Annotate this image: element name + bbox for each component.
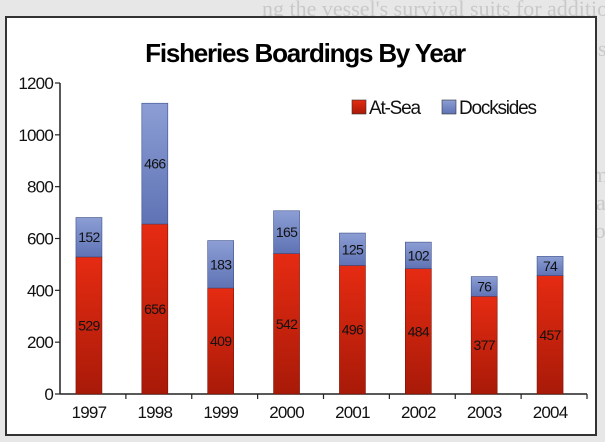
y-tick-label: 1200 (18, 74, 53, 93)
bar-at-sea-2000 (273, 253, 300, 395)
bar-docksides-1998 (141, 102, 169, 225)
legend-label: Docksides (459, 98, 537, 119)
bar-docksides-2003 (470, 276, 498, 297)
data-label-at-sea: 377 (474, 337, 496, 353)
x-tick-label: 2004 (533, 403, 568, 422)
data-label-at-sea: 656 (144, 301, 166, 317)
chart-frame: Fisheries Boardings By Year 0 200 400 600 80… (5, 16, 597, 436)
x-tick-label: 1997 (72, 403, 107, 422)
legend-swatch (351, 99, 367, 115)
data-label-docksides: 152 (78, 229, 100, 245)
data-label-docksides: 183 (210, 256, 232, 272)
data-label-docksides: 466 (144, 156, 166, 172)
x-tick-label: 2002 (401, 403, 436, 422)
fisheries-boardings-chart: Fisheries Boardings By Year 0 200 400 600 80… (18, 38, 588, 422)
chart-legend: At-Sea Docksides (351, 98, 538, 119)
x-tick-label: 2001 (335, 403, 370, 422)
x-tick-label: 1998 (138, 403, 173, 422)
data-label-docksides: 74 (543, 258, 558, 274)
bar-docksides-2000 (273, 210, 300, 254)
bar-docksides-2004 (536, 256, 564, 276)
data-label-at-sea: 496 (342, 322, 364, 338)
data-label-docksides: 76 (477, 278, 492, 294)
bar-docksides-1997 (75, 217, 103, 258)
bar-at-sea-1997 (75, 256, 103, 395)
data-label-docksides: 165 (276, 224, 298, 240)
y-tick-label: 600 (27, 230, 53, 249)
bar-at-sea-1998 (141, 223, 169, 395)
bar-docksides-1999 (207, 240, 234, 289)
x-tick-label: 2003 (467, 403, 502, 422)
y-tick-label: 0 (44, 385, 53, 404)
bar-at-sea-2004 (536, 275, 564, 395)
bar-at-sea-2003 (470, 295, 498, 395)
data-label-at-sea: 542 (276, 316, 298, 332)
legend-label: At-Sea (369, 98, 422, 119)
y-tick-label: 400 (27, 281, 53, 300)
y-tick-label: 1000 (18, 126, 53, 145)
data-label-docksides: 102 (408, 247, 430, 263)
data-label-at-sea: 409 (210, 333, 232, 349)
bar-at-sea-2001 (339, 265, 366, 395)
x-tick-label: 1999 (203, 403, 238, 422)
axes: 0 200 400 600 800 1000 1200 1997 1998 1999 2000 200… (18, 74, 588, 422)
bar-docksides-2002 (405, 241, 432, 269)
y-tick-label: 200 (27, 333, 53, 352)
data-label-at-sea: 529 (78, 317, 100, 333)
chart-title: Fisheries Boardings By Year (145, 38, 466, 68)
bar-at-sea-2002 (405, 268, 432, 395)
y-tick-label: 800 (27, 178, 53, 197)
data-label-docksides: 125 (342, 241, 364, 257)
bar-docksides-2001 (339, 232, 366, 266)
data-label-at-sea: 484 (408, 323, 430, 339)
bar-at-sea-1999 (207, 287, 234, 395)
legend-swatch (441, 99, 457, 115)
x-tick-label: 2000 (269, 403, 304, 422)
bars: 529 152 656 466 409 183 542 165 496 125 484 102 377 7… (75, 102, 564, 395)
data-label-at-sea: 457 (539, 327, 561, 343)
